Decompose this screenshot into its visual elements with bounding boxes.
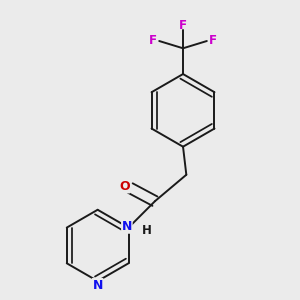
Text: N: N xyxy=(122,220,132,233)
Text: H: H xyxy=(142,224,152,237)
Text: F: F xyxy=(149,34,157,46)
Text: O: O xyxy=(119,180,130,193)
Text: F: F xyxy=(179,19,187,32)
Text: N: N xyxy=(92,279,103,292)
Text: F: F xyxy=(209,34,217,46)
